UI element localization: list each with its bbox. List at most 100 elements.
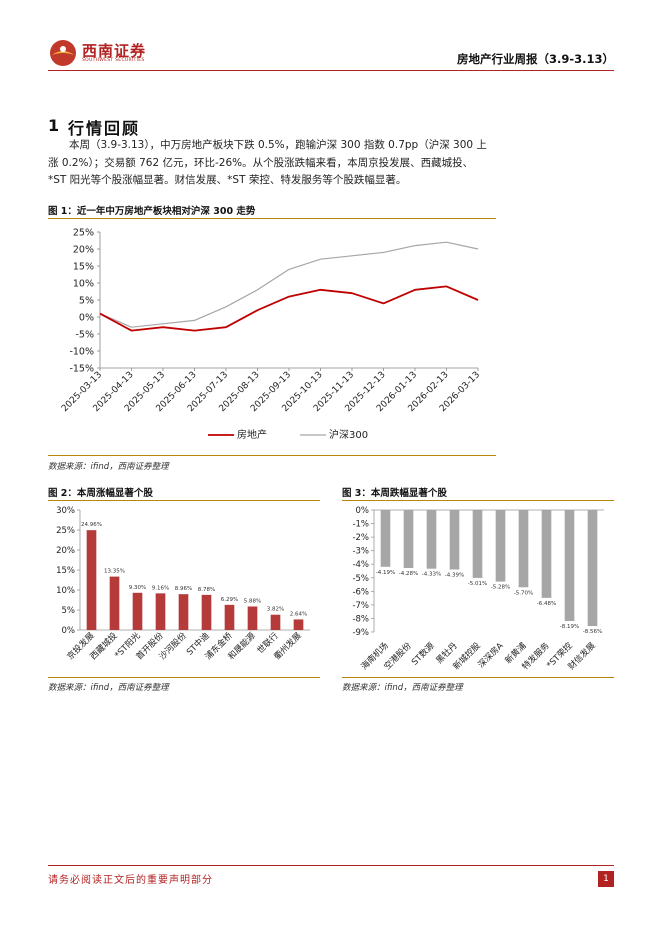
bar — [472, 510, 483, 578]
y-tick-label: -7% — [352, 601, 369, 611]
figure3-source: 数据来源：ifind，西南证券整理 — [342, 683, 463, 693]
y-tick-label: -8% — [352, 614, 369, 624]
bar — [541, 510, 552, 598]
bar — [380, 510, 391, 567]
data-label: -4.39% — [445, 573, 464, 579]
bar — [109, 576, 120, 630]
data-label: -4.28% — [399, 571, 418, 577]
summary-paragraph: 本周（3.9-3.13），中万房地产板块下跌 0.5%，跑输沪深 300 指数 … — [48, 137, 614, 190]
data-label: -4.19% — [376, 570, 395, 576]
disclaimer-text: 请务必阅读正文后的重要声明部分 — [48, 875, 213, 886]
footer-divider — [48, 865, 614, 866]
category-label: 深深房A — [476, 640, 506, 670]
bar — [449, 510, 460, 570]
data-label: 24.96% — [81, 522, 102, 528]
section-number: 1 — [48, 116, 60, 135]
paragraph-line: *ST 阳光等个股涨幅显著。财信发展、*ST 荣控、特发服务等个股跌幅显著。 — [48, 174, 407, 186]
logo-icon — [50, 40, 76, 66]
y-tick-label: 15% — [73, 262, 94, 273]
data-label: 9.16% — [152, 585, 169, 591]
line-chart: 25%20%15%10%5%0%-5%-10%-15%2025-03-13202… — [60, 228, 482, 442]
bar — [587, 510, 598, 627]
data-label: 9.30% — [129, 585, 146, 591]
category-label: ST数源 — [409, 640, 437, 668]
data-label: 8.78% — [198, 587, 215, 593]
brand-name: 西南证券 — [82, 42, 147, 60]
bar — [201, 594, 212, 630]
y-tick-label: 10% — [73, 279, 94, 290]
brand-logo — [48, 38, 78, 68]
figure2-top-rule — [48, 500, 320, 501]
data-label: 13.35% — [104, 569, 125, 575]
y-tick-label: 0% — [356, 506, 370, 516]
y-tick-label: 25% — [73, 228, 94, 239]
bar — [495, 510, 506, 582]
figure3-title: 图 3：本周跌幅显著个股 — [342, 488, 447, 499]
report-title: 房地产行业周报（3.9-3.13） — [456, 52, 614, 66]
bar — [518, 510, 529, 588]
gainers-bar-chart: 30%25%20%15%10%5%0%24.96%京投发展13.35%西藏城投9… — [56, 506, 310, 662]
y-tick-label: 20% — [73, 245, 94, 256]
header-divider — [48, 70, 614, 71]
y-tick-label: 20% — [56, 546, 75, 556]
y-tick-label: -9% — [352, 628, 369, 638]
bar — [293, 619, 304, 630]
y-tick-label: -1% — [352, 520, 369, 530]
series-line — [99, 285, 479, 332]
paragraph-line: 本周（3.9-3.13），中万房地产板块下跌 0.5%，跑输沪深 300 指数 … — [69, 139, 487, 151]
figure2-title: 图 2：本周涨幅显著个股 — [48, 488, 153, 499]
bar — [247, 606, 258, 630]
bar — [270, 614, 281, 630]
y-tick-label: 30% — [56, 506, 75, 516]
data-label: -6.48% — [537, 601, 556, 607]
figure3-top-rule — [342, 500, 614, 501]
y-tick-label: 25% — [56, 526, 75, 536]
y-tick-label: -10% — [69, 347, 94, 358]
y-tick-label: -3% — [352, 547, 369, 557]
data-label: -5.70% — [514, 590, 533, 596]
y-tick-label: 5% — [62, 606, 76, 616]
bar — [403, 510, 414, 569]
y-tick-label: -5% — [352, 574, 369, 584]
y-tick-label: -15% — [69, 364, 94, 375]
legend-label: 房地产 — [237, 428, 267, 441]
series-line — [99, 241, 479, 328]
bar — [178, 594, 189, 630]
figure1-top-rule — [48, 218, 496, 219]
figure3-bottom-rule — [342, 677, 614, 678]
data-label: 6.29% — [221, 597, 238, 603]
figure1-title: 图 1：近一年中万房地产板块相对沪深 300 走势 — [48, 206, 256, 217]
data-label: -5.01% — [468, 581, 487, 587]
data-label: 8.96% — [175, 586, 192, 592]
data-label: 5.88% — [244, 598, 261, 604]
bar — [132, 592, 143, 630]
figure1-source: 数据来源：ifind，西南证券整理 — [48, 462, 169, 472]
y-tick-label: -2% — [352, 533, 369, 543]
brand-subtitle: SOUTHWEST SECURITIES — [82, 58, 145, 63]
paragraph-line: 涨 0.2%）；交易额 762 亿元，环比-26%。从个股涨跌幅来看，本周京投发… — [48, 156, 474, 169]
y-tick-label: -6% — [352, 587, 369, 597]
figure1-bottom-rule — [48, 455, 496, 456]
y-tick-label: 5% — [79, 296, 94, 307]
data-label: -8.56% — [583, 629, 602, 635]
bar — [224, 604, 235, 630]
data-label: -5.28% — [491, 585, 510, 591]
figure2-bottom-rule — [48, 677, 320, 678]
bar — [86, 530, 97, 630]
data-label: 3.82% — [267, 607, 284, 613]
y-tick-label: 15% — [56, 566, 75, 576]
y-tick-label: 0% — [79, 313, 94, 324]
page-number: 1 — [598, 871, 614, 887]
y-tick-label: -5% — [76, 330, 95, 341]
y-tick-label: -4% — [352, 560, 369, 570]
bar — [564, 510, 575, 622]
y-tick-label: 0% — [62, 626, 76, 636]
y-tick-label: 10% — [56, 586, 75, 596]
data-label: -4.33% — [422, 572, 441, 578]
bar — [426, 510, 437, 569]
section-title: 行情回顾 — [68, 119, 141, 138]
figure2-source: 数据来源：ifind，西南证券整理 — [48, 683, 169, 693]
data-label: -8.19% — [560, 624, 579, 630]
legend-label: 沪深300 — [329, 428, 368, 441]
bar — [155, 593, 166, 630]
